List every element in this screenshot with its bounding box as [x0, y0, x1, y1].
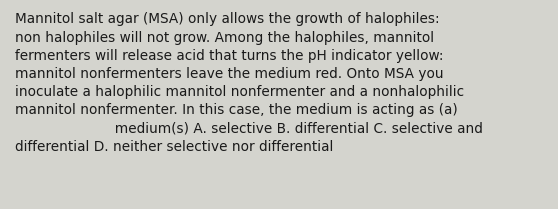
Text: Mannitol salt agar (MSA) only allows the growth of halophiles:
non halophiles wi: Mannitol salt agar (MSA) only allows the… [16, 12, 483, 154]
